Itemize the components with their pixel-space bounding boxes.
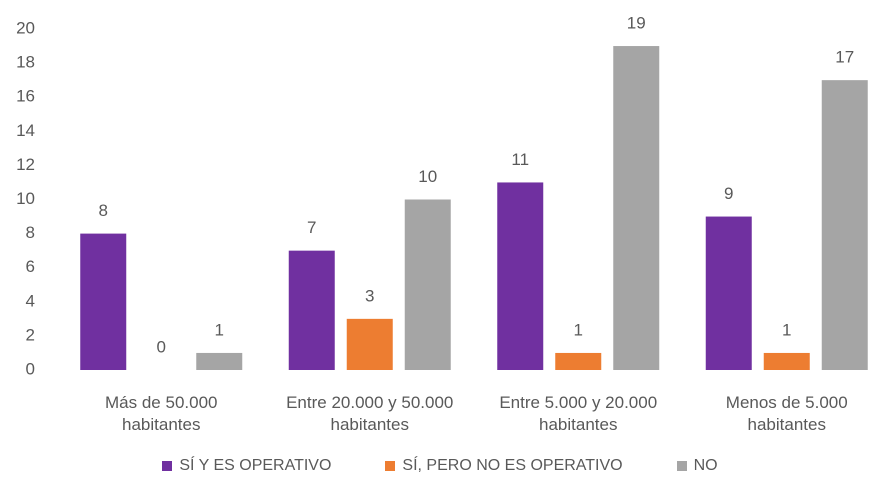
- value-label: 1: [782, 320, 791, 339]
- legend-label: NO: [693, 457, 718, 474]
- bar: [497, 182, 544, 370]
- x-tick-label: Entre 20.000 y 50.000 habitantes: [286, 393, 454, 434]
- legend-item: NO: [676, 457, 718, 475]
- y-tick-label: 4: [26, 291, 35, 310]
- bar: [288, 250, 335, 370]
- value-label: 7: [307, 218, 316, 237]
- value-label: 10: [418, 167, 437, 186]
- y-tick-label: 2: [26, 325, 35, 344]
- bar: [80, 233, 127, 370]
- y-tick-label: 6: [26, 257, 35, 276]
- bar: [404, 199, 451, 370]
- y-tick-label: 16: [16, 87, 35, 106]
- legend-item: SÍ, PERO NO ES OPERATIVO: [385, 457, 623, 475]
- y-tick-label: 14: [16, 121, 35, 140]
- x-tick-label: Entre 5.000 y 20.000 habitantes: [499, 393, 658, 434]
- value-label: 9: [724, 184, 733, 203]
- value-label: 0: [157, 337, 166, 356]
- y-tick-label: 0: [26, 359, 35, 378]
- x-tick-label: Más de 50.000 habitantes: [105, 393, 218, 434]
- bar: [821, 80, 868, 371]
- y-tick-label: 20: [16, 18, 35, 37]
- value-label: 11: [511, 150, 529, 169]
- bar: [705, 216, 752, 370]
- bar: [613, 46, 660, 371]
- value-label: 1: [215, 320, 224, 339]
- legend: SÍ Y ES OPERATIVO SÍ, PERO NO ES OPERATIV…: [0, 457, 880, 475]
- legend-swatch: [162, 461, 173, 471]
- value-label: 3: [365, 286, 374, 305]
- y-tick-label: 18: [16, 53, 35, 72]
- y-tick-label: 8: [26, 223, 35, 242]
- value-label: 17: [835, 48, 854, 67]
- bar: [555, 352, 602, 370]
- legend-swatch: [676, 461, 687, 471]
- value-label: 1: [574, 320, 583, 339]
- y-tick-label: 10: [16, 189, 35, 208]
- value-label: 8: [99, 201, 108, 220]
- legend-label: SÍ Y ES OPERATIVO: [179, 457, 332, 474]
- bar: [196, 352, 243, 370]
- legend-swatch: [385, 461, 396, 471]
- legend-item: SÍ Y ES OPERATIVO: [162, 457, 331, 475]
- x-tick-label: Menos de 5.000 habitantes: [725, 393, 848, 434]
- value-label: 19: [627, 14, 646, 33]
- y-tick-label: 12: [16, 155, 35, 174]
- legend-label: SÍ, PERO NO ES OPERATIVO: [402, 457, 623, 474]
- bar: [346, 318, 393, 370]
- bar: [763, 352, 810, 370]
